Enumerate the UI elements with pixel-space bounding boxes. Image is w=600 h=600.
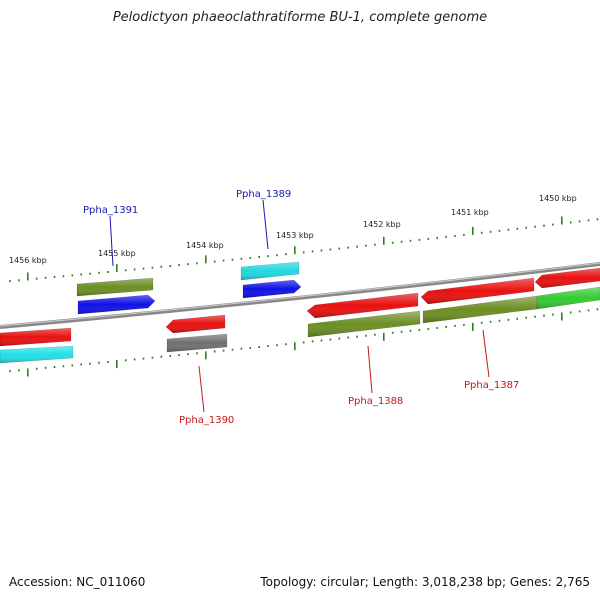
gene-feature-shading xyxy=(167,334,227,352)
callout-line xyxy=(109,215,114,267)
gene-features xyxy=(0,261,600,364)
genome-backbone-highlight xyxy=(0,262,600,327)
gene-feature-shading xyxy=(78,295,155,314)
gene-feature-shading xyxy=(0,328,71,346)
gene-feature-shading xyxy=(307,293,418,318)
gene-feature-shading xyxy=(77,278,153,296)
gene-feature-shading xyxy=(243,280,301,298)
scale-label-1451: 1451 kbp xyxy=(451,208,489,217)
outer-scale-ticks xyxy=(9,216,599,283)
gene-label-ppha-1389[interactable]: Ppha_1389 xyxy=(236,189,291,200)
scale-label-1450: 1450 kbp xyxy=(539,194,577,203)
accession-text: Accession: NC_011060 xyxy=(9,575,146,589)
genome-backbone xyxy=(0,262,600,329)
map-title: Pelodictyon phaeoclathratiforme BU-1, co… xyxy=(112,10,488,25)
gene-feature-shading xyxy=(421,278,534,304)
gene-label-ppha-1390[interactable]: Ppha_1390 xyxy=(179,415,234,426)
scale-label-1453: 1453 kbp xyxy=(276,231,314,240)
scale-label-1455: 1455 kbp xyxy=(98,249,136,258)
gene-label-ppha-1391[interactable]: Ppha_1391 xyxy=(83,205,138,216)
gene-feature-shading xyxy=(535,268,600,288)
callout-line xyxy=(482,329,490,378)
gene-feature-shading xyxy=(241,262,299,280)
inner-scale-ticks xyxy=(9,308,599,377)
callout-line xyxy=(367,345,373,394)
gene-feature-shading xyxy=(423,296,537,323)
scale-label-1452: 1452 kbp xyxy=(363,220,401,229)
callout-line xyxy=(262,199,269,250)
gene-feature-shading xyxy=(537,287,600,309)
gene-feature-shading xyxy=(0,346,73,363)
scale-label-1454: 1454 kbp xyxy=(186,241,224,250)
callout-line xyxy=(198,365,205,413)
gene-label-ppha-1388[interactable]: Ppha_1388 xyxy=(348,396,403,407)
scale-label-1456: 1456 kbp xyxy=(9,256,47,265)
genome-stats-text: Topology: circular; Length: 3,018,238 bp… xyxy=(260,575,590,589)
gene-feature-shading xyxy=(166,315,225,333)
gene-feature-shading xyxy=(308,311,420,337)
gene-label-ppha-1387[interactable]: Ppha_1387 xyxy=(464,380,519,391)
